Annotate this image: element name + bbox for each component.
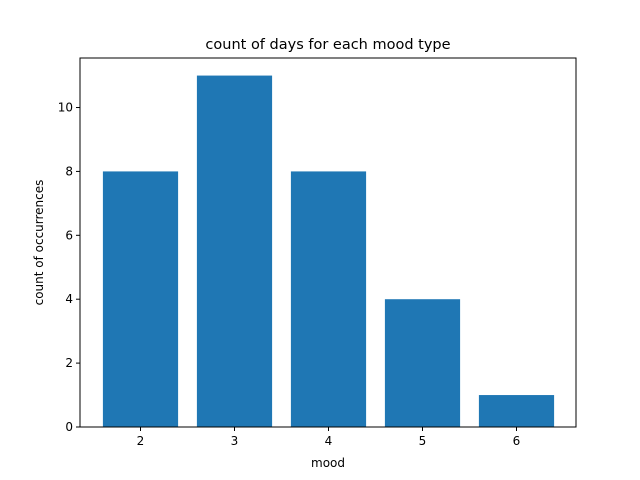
x-tick-label: 6 <box>513 434 521 448</box>
bar-mood-5 <box>384 299 461 427</box>
chart-title: count of days for each mood type <box>205 37 450 53</box>
y-axis-label: count of occurrences <box>32 180 46 306</box>
x-axis-label: mood <box>311 456 345 470</box>
x-tick-label: 2 <box>137 434 145 448</box>
x-tick-label: 3 <box>231 434 239 448</box>
bar-mood-6 <box>478 395 555 427</box>
y-tick-label: 4 <box>65 292 73 306</box>
bar-mood-3 <box>196 75 273 428</box>
bar-mood-2 <box>102 171 179 427</box>
y-tick-label: 8 <box>65 164 73 178</box>
y-axis-ticks: 0 2 4 6 8 10 <box>58 101 80 434</box>
x-tick-label: 5 <box>419 434 427 448</box>
plot-frame <box>79 57 577 428</box>
x-tick-label: 4 <box>325 434 333 448</box>
x-axis-ticks: 2 3 4 5 6 <box>137 427 521 448</box>
bars-group <box>102 75 555 428</box>
bar-mood-4 <box>290 171 367 427</box>
y-tick-label: 10 <box>58 101 73 115</box>
y-tick-label: 0 <box>65 420 73 434</box>
y-tick-label: 2 <box>65 356 73 370</box>
y-tick-label: 6 <box>65 228 73 242</box>
